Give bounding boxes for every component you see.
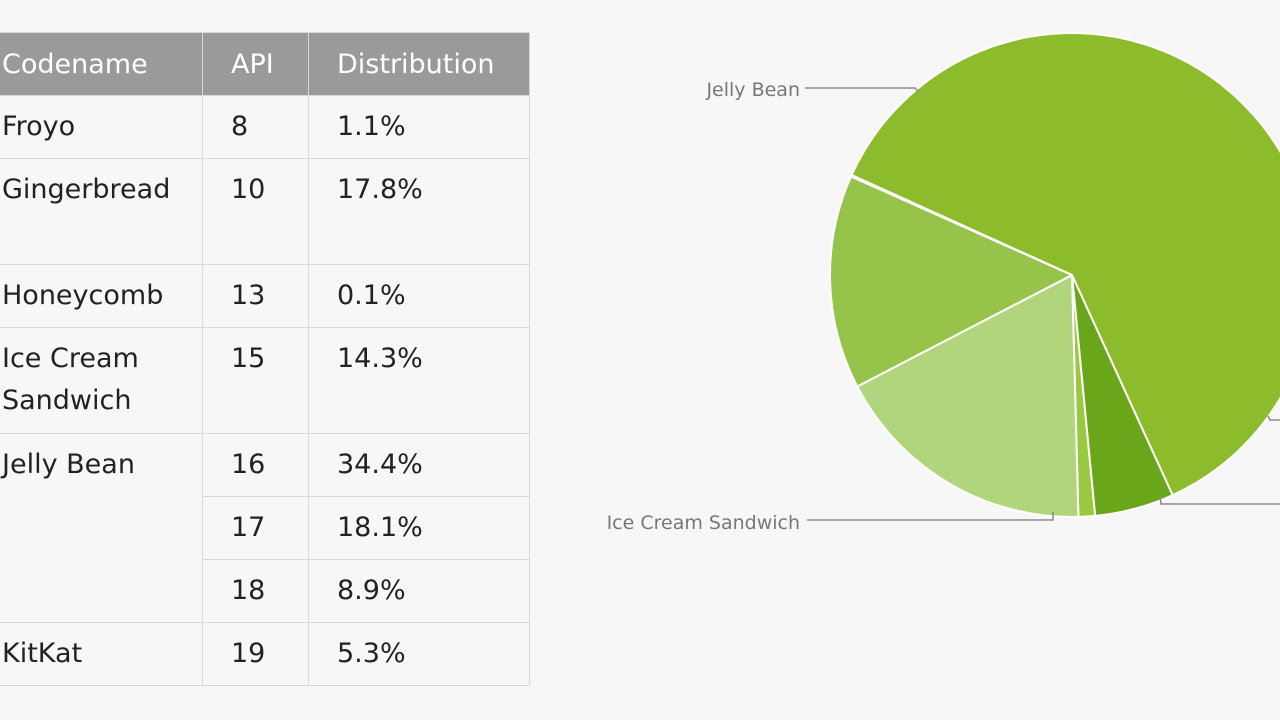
api-cell: 13 bbox=[202, 264, 309, 328]
codename-cell: Froyo bbox=[0, 95, 203, 159]
distribution-cell: 5.3% bbox=[308, 622, 530, 686]
distribution-cell: 14.3% bbox=[308, 327, 530, 434]
table-row: Gingerbread 10 17.8% bbox=[0, 158, 530, 265]
table-row: Froyo 8 1.1% bbox=[0, 95, 530, 159]
pie-slice-jelly-bean bbox=[850, 32, 1280, 497]
pie-slice-honeycomb bbox=[849, 174, 1073, 276]
table-row: Ice Cream Sandwich 15 14.3% bbox=[0, 327, 530, 434]
jelly-bean-label: Jelly Bean bbox=[705, 79, 800, 101]
codename-cell: Ice Cream Sandwich bbox=[0, 327, 203, 434]
pie-slices bbox=[829, 32, 1280, 518]
distribution-cell: 1.1% bbox=[308, 95, 530, 159]
header-codename: Codename bbox=[0, 32, 203, 96]
table-row: 18 8.9% bbox=[0, 559, 530, 623]
table-row: KitKat 19 5.3% bbox=[0, 622, 530, 686]
codename-cell: Jelly Bean bbox=[0, 433, 203, 623]
pie-slice-gingerbread bbox=[856, 274, 1080, 518]
ice-cream-sandwich-label: Ice Cream Sandwich bbox=[607, 512, 800, 534]
pie-slice-ice-cream-sandwich bbox=[829, 175, 1073, 388]
ice-cream-sandwich-leader-line bbox=[807, 512, 1054, 521]
codename-cell: Gingerbread bbox=[0, 158, 203, 265]
api-cell: 19 bbox=[202, 622, 309, 686]
jelly-bean-leader-line bbox=[805, 87, 920, 93]
api-cell: 17 bbox=[202, 496, 309, 560]
table-row: Honeycomb 13 0.1% bbox=[0, 264, 530, 328]
pie-leader-lines bbox=[805, 87, 1280, 521]
distribution-table: Codename API Distribution Froyo 8 1.1% G… bbox=[0, 32, 530, 686]
table-row: Jelly Bean 16 34.4% bbox=[0, 433, 530, 623]
gingerbread-leader-line bbox=[1159, 495, 1280, 505]
table-header-row: Codename API Distribution bbox=[0, 32, 530, 96]
api-cell: 8 bbox=[202, 95, 309, 159]
header-api: API bbox=[202, 32, 309, 96]
table-row: 17 18.1% bbox=[0, 496, 530, 560]
froyo-leader-line bbox=[1267, 415, 1280, 421]
distribution-cell: 0.1% bbox=[308, 264, 530, 328]
api-cell: 18 bbox=[202, 559, 309, 623]
api-cell: 10 bbox=[202, 158, 309, 265]
codename-cell: Honeycomb bbox=[0, 264, 203, 328]
distribution-cell: 34.4% bbox=[308, 433, 530, 497]
header-distribution: Distribution bbox=[308, 32, 530, 96]
distribution-cell: 18.1% bbox=[308, 496, 530, 560]
